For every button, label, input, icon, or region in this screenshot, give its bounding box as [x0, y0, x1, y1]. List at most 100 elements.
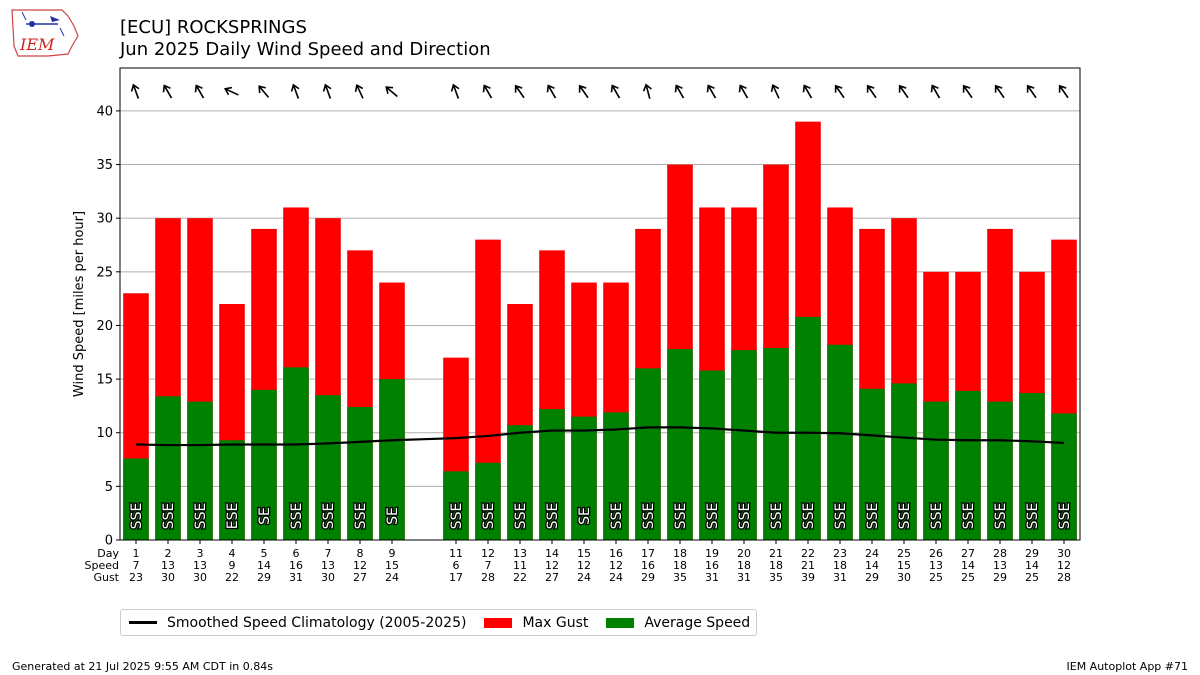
wind-arrow-icon [770, 83, 780, 99]
speed-bar [379, 379, 405, 540]
x-tick-speed: 13 [193, 559, 207, 572]
x-tick-day: 24 [865, 547, 879, 560]
direction-label: SE [577, 507, 593, 525]
direction-label: SSE [481, 503, 497, 530]
x-tick-speed: 12 [577, 559, 591, 572]
wind-arrow-icon [610, 84, 621, 99]
x-tick-day: 30 [1057, 547, 1071, 560]
direction-label: SSE [1025, 503, 1041, 530]
direction-label: SSE [737, 503, 753, 530]
wind-arrow-icon [546, 84, 557, 99]
wind-arrow-icon [962, 84, 973, 99]
x-tick-day: 18 [673, 547, 687, 560]
x-tick-gust: 28 [481, 571, 495, 584]
x-tick-gust: 24 [577, 571, 591, 584]
x-tick-gust: 35 [769, 571, 783, 584]
wind-arrow-icon [514, 84, 525, 99]
logo-text: IEM [19, 35, 55, 54]
speed-bar [763, 347, 789, 540]
x-tick-speed: 12 [545, 559, 559, 572]
direction-label: SSE [129, 503, 145, 530]
legend-line-swatch [129, 621, 157, 624]
x-tick-speed: 14 [257, 559, 271, 572]
x-tick-gust: 25 [1025, 571, 1039, 584]
x-tick-speed: 18 [673, 559, 687, 572]
wind-arrow-icon [674, 84, 685, 99]
x-tick-gust: 31 [705, 571, 719, 584]
x-tick-speed: 6 [453, 559, 460, 572]
speed-bar [891, 383, 917, 540]
y-tick-label: 5 [105, 480, 113, 495]
direction-label: SSE [513, 503, 529, 530]
direction-label: SSE [161, 503, 177, 530]
x-tick-day: 2 [165, 547, 172, 560]
x-tick-day: 26 [929, 547, 943, 560]
wind-arrow-icon [162, 84, 173, 99]
x-tick-gust: 27 [545, 571, 559, 584]
x-tick-day: 11 [449, 547, 463, 560]
wind-arrow-icon [802, 84, 813, 99]
x-tick-gust: 39 [801, 571, 815, 584]
legend: Smoothed Speed Climatology (2005-2025) M… [120, 609, 758, 636]
x-tick-gust: 25 [929, 571, 943, 584]
y-tick-label: 30 [96, 212, 113, 227]
direction-label: SSE [673, 503, 689, 530]
plot-frame [119, 67, 1081, 541]
wind-arrow-icon [994, 84, 1005, 99]
x-tick-speed: 9 [229, 559, 236, 572]
x-tick-day: 25 [897, 547, 911, 560]
x-tick-gust: 29 [993, 571, 1007, 584]
x-tick-day: 19 [705, 547, 719, 560]
x-tick-day: 6 [293, 547, 300, 560]
wind-arrow-icon [578, 84, 589, 99]
x-tick-gust: 31 [737, 571, 751, 584]
wind-arrow-icon [898, 84, 909, 99]
x-tick-day: 22 [801, 547, 815, 560]
direction-label: SSE [833, 503, 849, 530]
y-tick-label: 20 [96, 319, 113, 334]
x-tick-gust: 30 [161, 571, 175, 584]
speed-bar [699, 370, 725, 540]
direction-label: SSE [897, 503, 913, 530]
x-tick-gust: 30 [321, 571, 335, 584]
speed-bar [219, 440, 245, 540]
x-tick-gust: 22 [513, 571, 527, 584]
x-tick-day: 3 [197, 547, 204, 560]
x-tick-speed: 13 [929, 559, 943, 572]
direction-label: SSE [353, 503, 369, 530]
speed-bar [987, 401, 1013, 540]
legend-item-gust: Max Gust [480, 615, 588, 631]
wind-arrow-icon [1026, 84, 1037, 99]
legend-gust-swatch [484, 617, 513, 628]
speed-bar [635, 368, 661, 540]
x-tick-day: 16 [609, 547, 623, 560]
x-tick-speed: 7 [485, 559, 492, 572]
legend-label-speed: Average Speed [644, 614, 751, 631]
speed-bar [507, 425, 533, 540]
wind-arrow-icon [834, 84, 845, 99]
x-tick-speed: 12 [1057, 559, 1071, 572]
x-tick-gust: 25 [961, 571, 975, 584]
x-tick-speed: 12 [353, 559, 367, 572]
x-tick-speed: 16 [641, 559, 655, 572]
wind-arrow-icon [930, 84, 941, 99]
direction-label: SSE [801, 503, 817, 530]
x-tick-day: 5 [261, 547, 268, 560]
x-tick-day: 28 [993, 547, 1007, 560]
wind-arrow-icon [706, 84, 717, 99]
chart-title: [ECU] ROCKSPRINGS [120, 17, 307, 38]
x-tick-gust: 17 [449, 571, 463, 584]
x-tick-speed: 18 [833, 559, 847, 572]
x-tick-gust: 22 [225, 571, 239, 584]
speed-bar [155, 396, 181, 540]
speed-bar [443, 471, 469, 540]
x-tick-gust: 27 [353, 571, 367, 584]
direction-label: SSE [1057, 503, 1073, 530]
x-tick-speed: 11 [513, 559, 527, 572]
direction-label: SSE [865, 503, 881, 530]
direction-label: SSE [545, 503, 561, 530]
x-tick-gust: 23 [129, 571, 143, 584]
speed-bar [923, 401, 949, 540]
wind-arrow-icon [223, 86, 239, 96]
